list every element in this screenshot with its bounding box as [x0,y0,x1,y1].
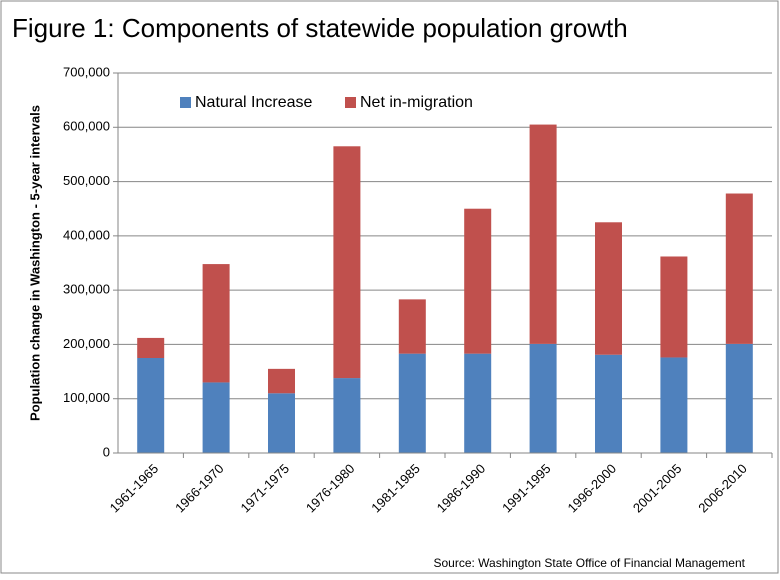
y-tick-label: 500,000 [63,173,110,188]
bar-segment [595,354,622,453]
bar-segment [268,393,295,453]
y-tick-label: 600,000 [63,119,110,134]
y-axis-label: Population change in Washington - 5-year… [27,105,42,421]
bar-segment [202,264,230,383]
legend-swatch [345,97,356,108]
bar-segment [268,368,295,394]
y-tick-label: 0 [103,444,110,459]
bar-segment [333,378,361,453]
bar-segment [529,124,557,344]
source-note: Source: Washington State Office of Finan… [433,556,745,570]
bar-segment [660,357,688,453]
legend-label: Natural Increase [195,94,312,111]
y-tick-label: 300,000 [63,282,110,297]
y-tick-label: 700,000 [63,64,110,79]
y-tick-label: 200,000 [63,336,110,351]
bar-segment [464,208,492,354]
legend-swatch [180,97,191,108]
bar-segment [464,353,492,453]
y-tick-label: 400,000 [63,227,110,242]
bar-segment [398,353,426,453]
bar-segment [137,337,165,358]
bar-segment [202,382,230,453]
bar-segment [725,343,753,453]
bar-segment [660,256,688,358]
y-tick-label: 100,000 [63,390,110,405]
bar-segment [595,222,622,355]
legend-label: Net in-migration [360,94,473,111]
chart-title: Figure 1: Components of statewide popula… [12,13,628,43]
bar-segment [725,193,753,344]
bar-segment [398,299,426,354]
bar-segment [333,146,361,379]
bar-segment [137,358,165,453]
bar-segment [529,343,557,453]
